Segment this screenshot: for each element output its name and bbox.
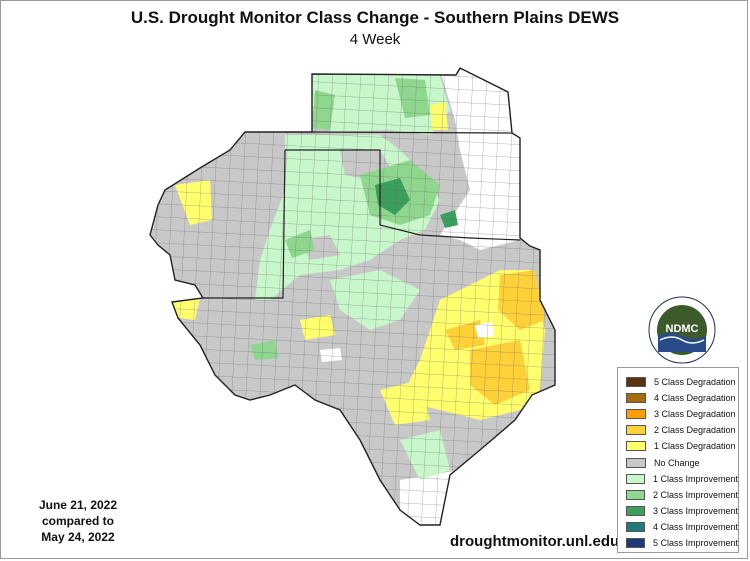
date-current: June 21, 2022: [38, 498, 118, 512]
legend-item: 3 Class Degradation: [626, 406, 738, 422]
legend-label: 3 Class Improvement: [652, 505, 738, 516]
source-url: droughtmonitor.unl.edu: [450, 533, 620, 550]
legend-swatch: [626, 473, 645, 484]
legend-swatch: [626, 393, 646, 404]
date-previous: May 24, 2022: [41, 530, 115, 544]
legend-swatch: [626, 425, 646, 436]
legend-swatch: [626, 441, 646, 452]
legend-item: 2 Class Improvement: [626, 487, 738, 503]
logo-text: NDMC: [666, 323, 699, 335]
legend-label: 1 Class Degradation: [654, 441, 736, 452]
legend-label: 3 Class Degradation: [654, 409, 736, 420]
legend-item: 5 Class Degradation: [626, 374, 738, 390]
map-title: U.S. Drought Monitor Class Change - Sout…: [130, 8, 620, 27]
legend-swatch: [626, 537, 645, 548]
ndmc-logo: NDMC: [648, 296, 716, 364]
legend-label: 5 Class Degradation: [654, 377, 736, 388]
legend-item: 3 Class Improvement: [626, 503, 738, 519]
legend-swatch: [626, 457, 646, 468]
legend-label: 2 Class Degradation: [654, 425, 736, 436]
legend-item: No Change: [626, 454, 738, 470]
date-range: June 21, 2022 compared to May 24, 2022: [28, 497, 128, 545]
legend-swatch: [626, 521, 645, 532]
legend-label: 1 Class Improvement: [652, 473, 738, 484]
legend-label: 2 Class Improvement: [652, 489, 738, 500]
county-grid: [150, 68, 555, 525]
legend-swatch: [626, 505, 645, 516]
legend-item: 4 Class Degradation: [626, 390, 738, 406]
legend-label: 4 Class Degradation: [654, 393, 736, 404]
state-line-nm-tx: [203, 149, 286, 299]
legend-label: No Change: [654, 457, 700, 468]
legend-label: 5 Class Improvement: [652, 537, 738, 548]
state-line-ks-ok: [311, 131, 513, 134]
legend-label: 4 Class Improvement: [652, 521, 738, 532]
legend-item: 1 Class Improvement: [626, 471, 738, 487]
state-line-ok-panhandle: [285, 149, 521, 241]
map-subtitle: 4 Week: [349, 31, 401, 48]
legend-item: 4 Class Improvement: [626, 519, 738, 535]
legend-item: 2 Class Degradation: [626, 422, 738, 438]
legend-swatch: [626, 409, 646, 420]
date-compared-to: compared to: [41, 514, 114, 528]
region-outline: [149, 67, 556, 526]
legend-item: 5 Class Improvement: [626, 535, 738, 551]
legend-swatch: [626, 377, 646, 388]
legend-item: 1 Class Degradation: [626, 438, 738, 454]
map-legend: 5 Class Degradation 4 Class Degradation 3 …: [617, 367, 739, 553]
legend-swatch: [626, 489, 645, 500]
